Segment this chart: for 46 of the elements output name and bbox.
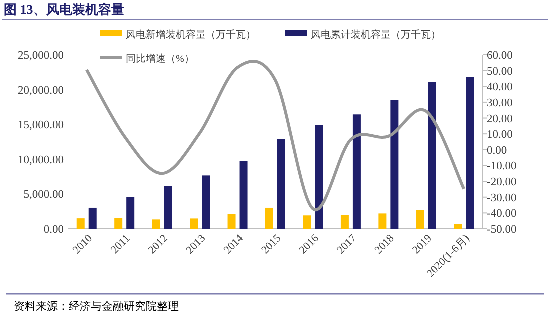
bar xyxy=(303,216,312,229)
y2-tick-label: -10.00 xyxy=(487,160,517,173)
bar xyxy=(352,114,361,229)
text: 资料来源：经济与金融研究院整理 xyxy=(14,300,179,313)
bar xyxy=(390,100,399,229)
chart-title: 图 13、风电装机容量 xyxy=(4,2,124,17)
y-tick-label: 15,000.00 xyxy=(18,120,64,132)
legend-label: 同比增速（%） xyxy=(126,53,194,65)
bar xyxy=(76,218,85,229)
y2-tick-label: 0.00 xyxy=(487,144,508,157)
y-tick-label: 25,000.00 xyxy=(18,50,64,62)
bar xyxy=(126,197,135,229)
y2-tick-label: 10.00 xyxy=(487,129,514,142)
y2-tick-label: -20.00 xyxy=(487,176,517,189)
bar xyxy=(202,176,210,229)
y2-tick-label: -30.00 xyxy=(487,192,517,204)
bar xyxy=(88,208,97,229)
y2-tick-label: 20.00 xyxy=(487,113,514,126)
bar xyxy=(340,215,349,229)
y-tick-label: 20,000.00 xyxy=(18,84,64,97)
bar xyxy=(228,214,236,229)
bar xyxy=(278,139,286,229)
y2-tick-label: -40.00 xyxy=(487,208,517,220)
bar xyxy=(378,214,387,229)
legend-label: 风电累计装机容量（万千瓦） xyxy=(311,29,441,41)
y2-tick-label: 60.00 xyxy=(487,50,514,62)
legend-label: 风电新增装机容量（万千瓦） xyxy=(126,29,256,41)
bar xyxy=(454,224,462,229)
bar xyxy=(266,208,274,229)
bar xyxy=(164,186,172,229)
bar xyxy=(190,218,198,229)
bar xyxy=(114,218,123,229)
bar xyxy=(416,210,424,229)
bar xyxy=(152,220,160,229)
y2-tick-label: -50.00 xyxy=(487,224,517,236)
bar xyxy=(466,77,474,229)
bar xyxy=(428,82,436,229)
y-tick-label: 5,000.00 xyxy=(24,189,64,202)
y2-tick-label: 50.00 xyxy=(487,66,514,78)
x-tick-label: 2011 xyxy=(108,232,133,256)
y2-tick-label: 30.00 xyxy=(487,97,514,110)
y2-tick-label: 40.00 xyxy=(487,82,514,94)
bar xyxy=(315,125,324,229)
bar xyxy=(240,161,248,229)
y-tick-label: 0.00 xyxy=(44,224,64,236)
y-tick-label: 10,000.00 xyxy=(18,154,64,166)
